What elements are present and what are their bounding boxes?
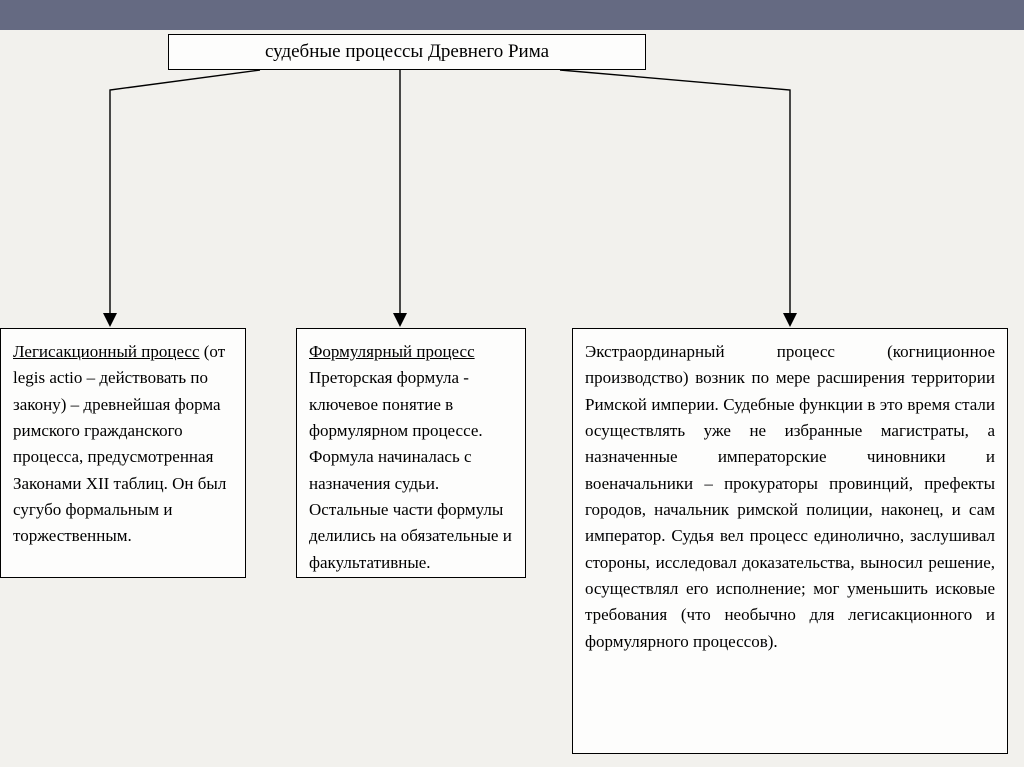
root-title-text: судебные процессы Древнего Рима [265,41,549,62]
header-bar [0,0,1024,30]
box-legis-body: (от legis actio – действовать по закону)… [13,342,226,545]
root-title-box: судебные процессы Древнего Рима [168,34,646,70]
arrow-0 [110,70,260,320]
box-extra-body: Экстраординарный процесс (когниционное п… [585,342,995,651]
box-legis-title: Легисакционный процесс [13,342,200,361]
box-formula-title: Формулярный процесс [309,342,475,361]
box-formula: Формулярный процесс Преторская формула -… [296,328,526,578]
arrow-2 [560,70,790,320]
diagram-canvas: судебные процессы Древнего Рима Легисакц… [0,30,1024,767]
box-extra: Экстраординарный процесс (когниционное п… [572,328,1008,754]
box-legis: Легисакционный процесс (от legis actio –… [0,328,246,578]
box-formula-body: Преторская формула - ключевое понятие в … [309,368,512,571]
